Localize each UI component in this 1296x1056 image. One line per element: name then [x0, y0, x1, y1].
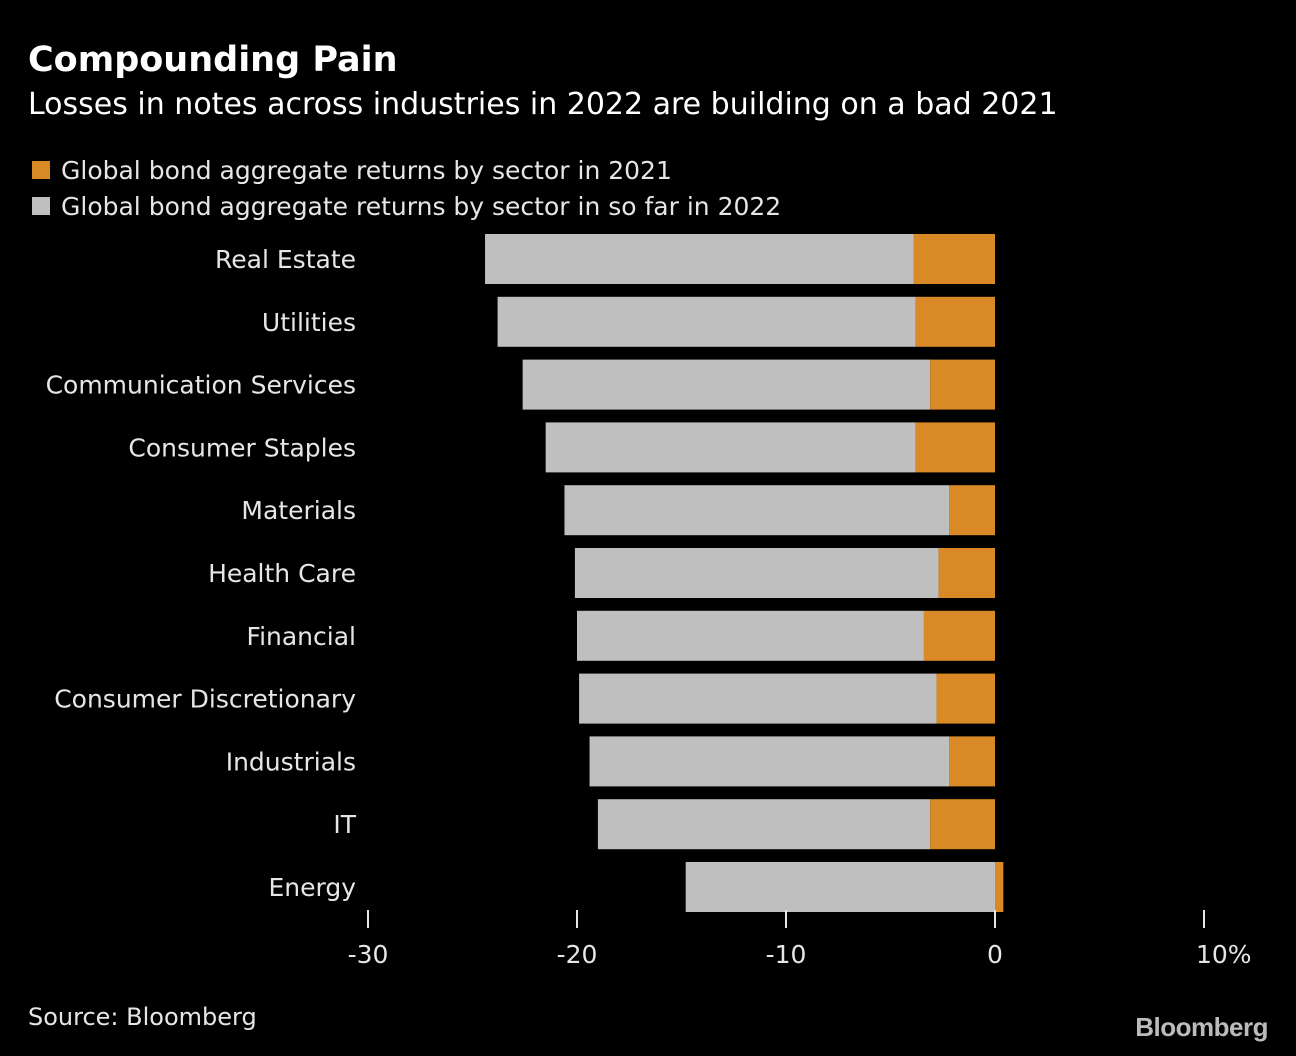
- bar-2021-consumer-discretionary: [936, 673, 995, 724]
- x-tick-label: -10: [766, 940, 807, 969]
- bar-2022-energy: [685, 862, 995, 912]
- bar-2021-consumer-staples: [915, 422, 995, 473]
- legend-swatch-2021: [32, 161, 50, 179]
- category-label-it: IT: [333, 810, 356, 839]
- legend-item-2022: Global bond aggregate returns by sector …: [32, 188, 781, 224]
- category-label-consumer-staples: Consumer Staples: [128, 433, 356, 462]
- x-tick-label: 10%: [1196, 940, 1252, 969]
- bloomberg-logo: Bloomberg: [1135, 1012, 1268, 1042]
- x-tick-label: -20: [557, 940, 598, 969]
- bar-2022-health-care: [574, 548, 939, 598]
- bar-2021-utilities: [915, 296, 995, 347]
- legend-label-2022: Global bond aggregate returns by sector …: [61, 191, 782, 221]
- category-label-financial: Financial: [247, 622, 356, 651]
- bar-2022-communication-services: [522, 359, 931, 410]
- bar-2022-consumer-staples: [545, 422, 916, 473]
- category-label-real-estate: Real Estate: [215, 245, 356, 274]
- category-label-consumer-discretionary: Consumer Discretionary: [54, 685, 356, 714]
- bar-2022-industrials: [589, 736, 950, 787]
- chart-title: Compounding Pain: [28, 40, 398, 80]
- source-note: Source: Bloomberg: [28, 1003, 257, 1031]
- bar-2022-utilities: [497, 296, 916, 347]
- category-label-energy: Energy: [268, 873, 356, 902]
- legend-swatch-2022: [32, 197, 50, 215]
- bar-2021-real-estate: [913, 234, 995, 284]
- bar-2021-it: [930, 799, 995, 850]
- bar-2021-industrials: [949, 736, 995, 787]
- bar-2021-health-care: [938, 548, 995, 598]
- bar-2022-materials: [564, 485, 950, 536]
- legend-label-2021: Global bond aggregate returns by sector …: [61, 155, 672, 185]
- bar-2022-financial: [577, 610, 924, 661]
- category-label-communication-services: Communication Services: [46, 371, 356, 400]
- bar-2022-it: [597, 799, 931, 850]
- bar-2022-real-estate: [485, 234, 914, 284]
- category-label-materials: Materials: [241, 496, 356, 525]
- category-label-utilities: Utilities: [262, 308, 356, 337]
- bar-2021-communication-services: [930, 359, 995, 410]
- legend-item-2021: Global bond aggregate returns by sector …: [32, 152, 781, 188]
- bar-2021-financial: [923, 610, 995, 661]
- bar-2021-materials: [949, 485, 995, 536]
- category-label-industrials: Industrials: [226, 747, 356, 776]
- legend: Global bond aggregate returns by sector …: [32, 152, 781, 224]
- bar-2021-energy: [995, 862, 1004, 912]
- x-tick-label: 0: [987, 940, 1003, 969]
- category-label-health-care: Health Care: [208, 559, 356, 588]
- chart-subtitle: Losses in notes across industries in 202…: [28, 87, 1058, 122]
- x-tick-label: -30: [348, 940, 389, 969]
- bar-2022-consumer-discretionary: [579, 673, 937, 724]
